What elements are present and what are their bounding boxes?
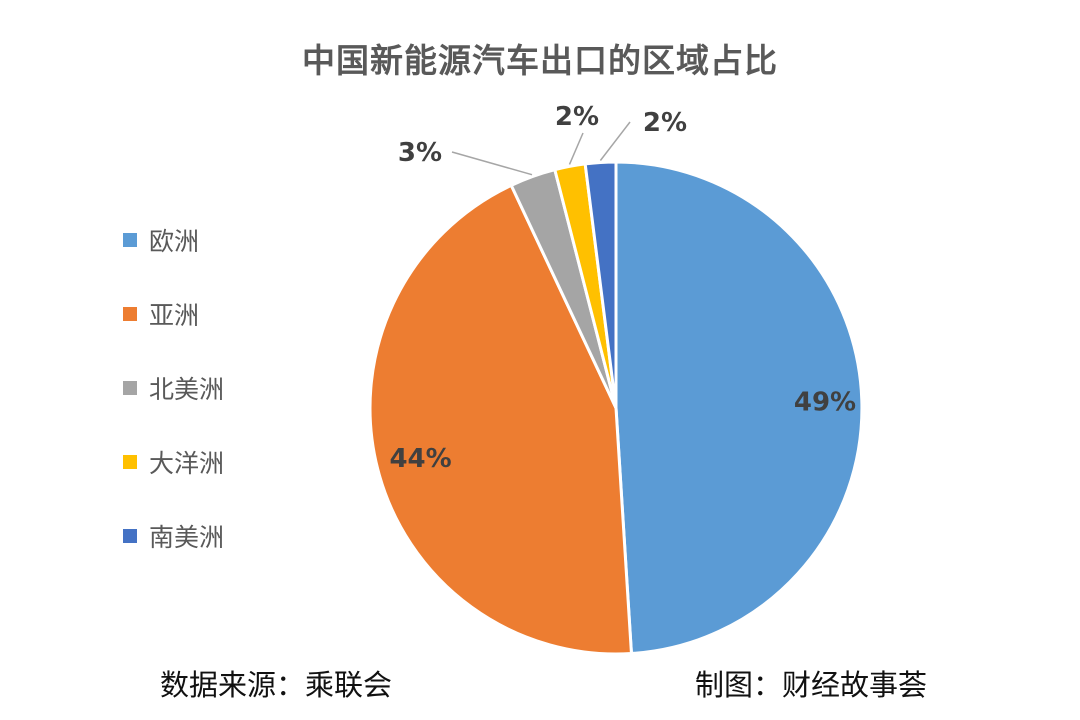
- leader-line-oceania: [568, 132, 584, 165]
- legend-swatch: [123, 307, 137, 321]
- legend-label: 南美洲: [149, 523, 225, 552]
- legend-item: 欧洲: [123, 203, 224, 277]
- leader-line-north-america: [451, 151, 533, 176]
- legend-item: 大洋洲: [123, 425, 224, 499]
- legend-item: 北美洲: [123, 351, 224, 425]
- legend-label: 欧洲: [149, 227, 200, 256]
- data-source-note: 数据来源：乘联会: [160, 668, 393, 702]
- legend-swatch: [123, 233, 137, 247]
- legend-item: 亚洲: [123, 277, 224, 351]
- legend-swatch: [123, 381, 137, 395]
- leader-line-south-america: [599, 121, 631, 161]
- data-label-asia: 44%: [389, 444, 451, 474]
- data-label-oceania: 2%: [555, 102, 599, 132]
- legend-label: 大洋洲: [149, 449, 225, 478]
- pie-slice-south-america: [583, 160, 618, 410]
- legend-label: 亚洲: [149, 301, 200, 330]
- pie-slice-europe: [614, 160, 864, 656]
- legend-item: 南美洲: [123, 499, 224, 573]
- data-label-europe: 49%: [794, 387, 856, 417]
- data-label-south-america: 2%: [643, 108, 687, 138]
- legend-label: 北美洲: [149, 375, 225, 404]
- legend-swatch: [123, 529, 137, 543]
- legend: 欧洲 亚洲 北美洲 大洋洲 南美洲: [123, 203, 224, 573]
- chart-title: 中国新能源汽车出口的区域占比: [302, 41, 778, 80]
- legend-swatch: [123, 455, 137, 469]
- data-label-north-america: 3%: [398, 138, 442, 168]
- chart-credit-note: 制图：财经故事荟: [695, 668, 928, 702]
